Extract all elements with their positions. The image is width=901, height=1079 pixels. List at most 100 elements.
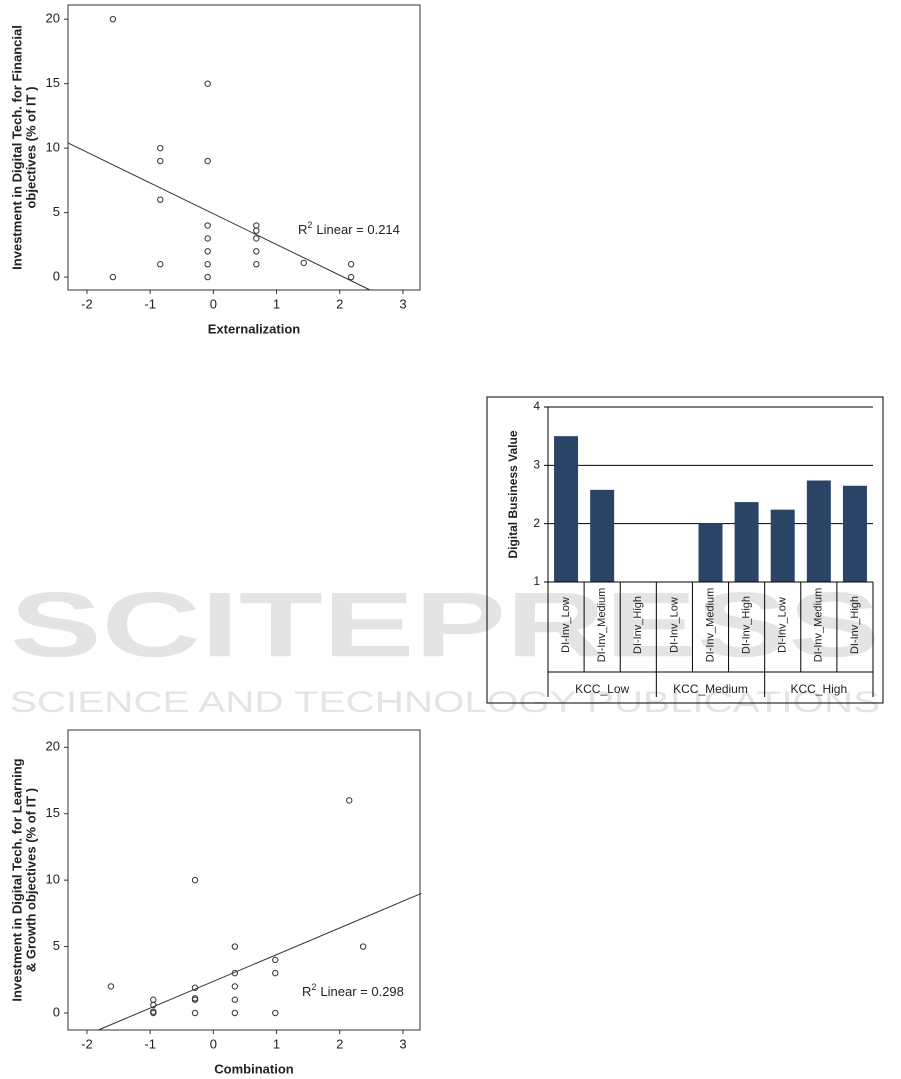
fit-line [98,892,422,1031]
y-tick-label: 20 [46,739,60,754]
bar [554,436,579,582]
y-tick-label: 3 [533,458,540,472]
x-tick-label: DI-Inv_High [741,596,753,654]
x-tick-label: 2 [336,296,343,311]
point [109,273,117,281]
point [231,943,239,950]
x-tick-label: 3 [399,1036,406,1051]
point [347,273,355,281]
x-tick-label: DI-Inv_Medium [704,588,716,663]
point [272,1009,279,1017]
y-axis-title: objectives (% of IT ) [23,86,38,208]
y-tick-label: 10 [46,872,60,887]
point [150,1001,157,1009]
fit-line [67,142,371,291]
point [204,235,211,242]
point [157,144,164,152]
x-tick-label: DI-Inv_Low [668,597,680,653]
annotation-sup: 2 [307,220,312,230]
annotation-text: Linear = 0.298 [320,984,403,999]
annotation: R2 Linear = 0.298 [302,982,404,999]
x-tick-label: DI-Inv_High [632,596,644,654]
point [109,15,117,23]
y-tick-label: 5 [53,938,60,953]
y-axis-title: Digital Business Value [506,430,520,558]
point [253,222,260,229]
y-tick-label: 4 [533,399,540,413]
group-label: KCC_High [790,682,847,696]
point [157,261,164,268]
point [300,259,307,267]
y-axis-title: Investment in Digital Tech. for Financia… [9,25,24,270]
point [191,1009,199,1017]
point [231,983,239,990]
x-tick-label: DI-Inv_Medium [596,588,608,663]
y-tick-label: 20 [46,11,60,26]
point [204,222,211,229]
x-axis-title: Externalization [208,321,301,336]
y-tick-label: 2 [533,516,540,530]
y-axis-title: Investment in Digital Tech. for Learning [9,758,24,1001]
x-tick-label: DI-Inv_Low [560,597,572,653]
annotation: R2 Linear = 0.214 [298,220,400,237]
point [272,969,279,977]
annotation-text: Linear = 0.214 [316,222,399,237]
y-tick-label: 5 [53,204,60,219]
y-tick-label: 0 [53,1004,60,1019]
annotation-sup: 2 [311,982,316,992]
x-tick-label: DI-Inv_Medium [813,588,825,663]
x-tick-label: -1 [144,1036,156,1051]
annotation-base: R [298,222,307,237]
point [157,196,164,203]
x-tick-label: -2 [81,296,93,311]
x-tick-label: 1 [273,1036,280,1051]
point [204,273,211,281]
point [231,996,239,1003]
watermark-subtitle: SCIENCE AND TECHNOLOGY PUBLICATIONS [10,686,880,719]
x-tick-label: DI-Inv_High [849,596,861,654]
point [191,876,199,884]
y-tick-label: 15 [46,75,60,90]
point [191,996,199,1003]
point [150,1009,157,1017]
point [347,261,355,268]
bar [698,523,723,582]
x-tick-label: -1 [144,296,156,311]
bar [770,509,795,582]
point [204,80,211,87]
bar [734,502,759,582]
point [346,797,353,804]
x-axis-title: Combination [214,1061,293,1076]
watermark-title: SCITEPRESS [10,574,880,676]
point [253,248,260,255]
point [150,996,157,1003]
point [191,984,199,991]
point [157,157,164,165]
x-tick-label: -2 [81,1036,93,1051]
point [253,227,260,234]
point [272,956,279,964]
chart-frame [486,396,884,704]
x-tick-label: 0 [210,1036,217,1051]
bar [806,480,831,582]
point [107,983,115,990]
y-axis-title: & Growth objectives (% of IT ) [23,788,38,972]
point [359,943,367,950]
point [253,261,260,268]
point [204,248,211,255]
bar [842,485,867,582]
point [231,969,239,977]
point [204,157,211,165]
plot-frame [67,4,421,291]
group-label: KCC_Low [575,682,629,696]
bar [590,489,615,582]
point [231,1009,239,1017]
group-label: KCC_Medium [673,682,748,696]
x-tick-label: 2 [336,1036,343,1051]
y-tick-label: 10 [46,140,60,155]
annotation-base: R [302,984,311,999]
point [204,261,211,268]
y-tick-label: 1 [533,574,540,588]
point [253,235,260,242]
